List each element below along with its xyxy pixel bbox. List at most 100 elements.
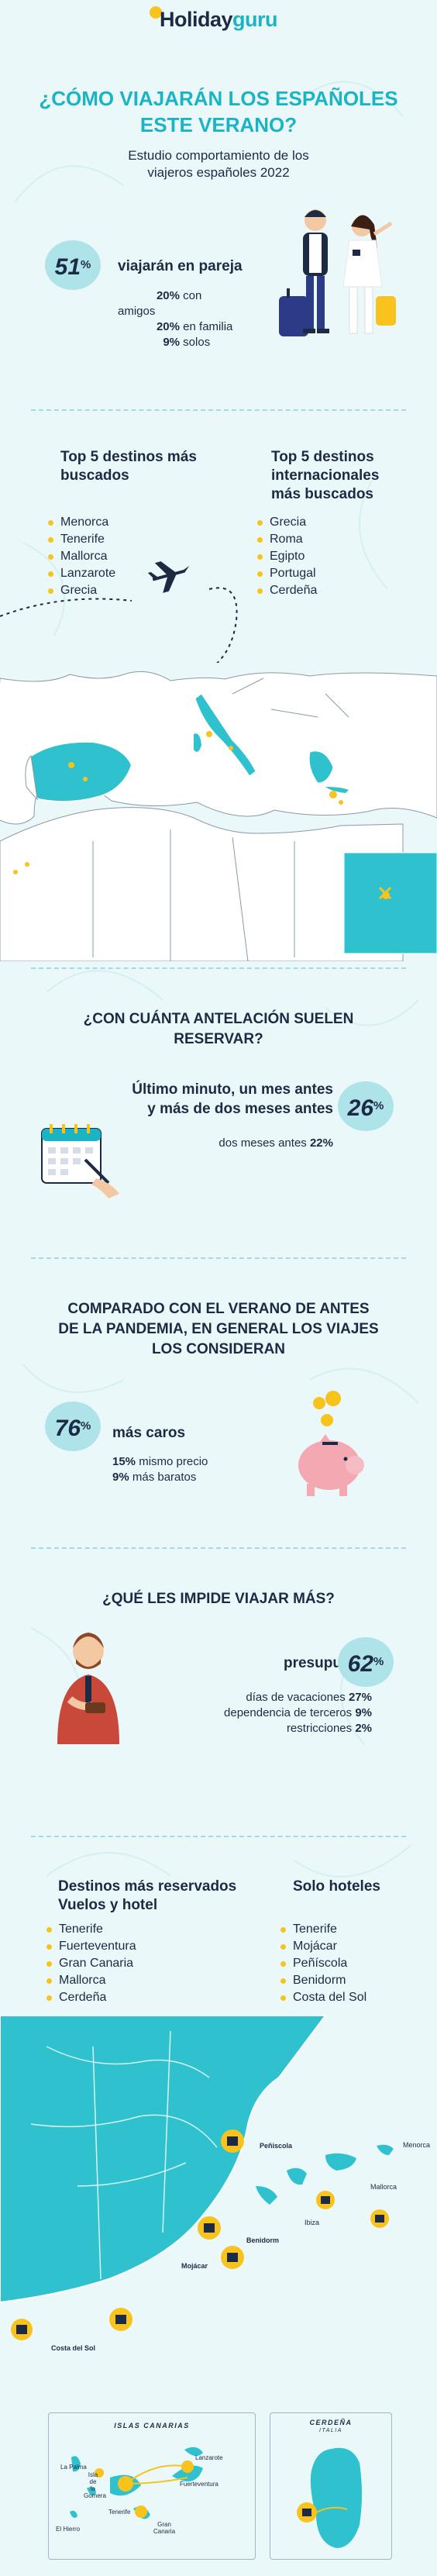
list-item: Grecia (256, 514, 317, 531)
canarias-label-gomera-line: la (90, 2485, 96, 2492)
national-title-line: Top 5 destinos más (60, 449, 197, 465)
impide-line-text: dependencia de terceros (224, 1706, 353, 1719)
impide-percent-bubble: 62% (338, 1637, 394, 1687)
impide-line-value: 27% (348, 1691, 372, 1704)
calendar-icon (41, 1124, 119, 1198)
canarias-label-gran-canaria-line: Gran (157, 2521, 171, 2528)
antelacion-title-line: ¿Con cuánta antelación suelen (83, 1011, 354, 1027)
antelacion-lead-line: y más de dos meses antes (147, 1101, 333, 1117)
impide-detail-list: días de vacaciones 27% dependencia de te… (155, 1690, 372, 1736)
canarias-label-gomera-line: Isla (88, 2471, 98, 2478)
pandemia-title-line: los consideran (151, 1341, 286, 1357)
list-item: Tenerife (45, 1921, 136, 1938)
list-item: Benidorm (279, 1972, 366, 1989)
logo[interactable]: Holidayguru (0, 8, 437, 32)
section-divider (31, 1836, 406, 1837)
pareja-line-value: 9% (163, 336, 180, 349)
canarias-label-lanzarote: Lanzarote (195, 2454, 223, 2461)
section-divider (31, 967, 406, 969)
map-label-mojacar: Mojácar (181, 2262, 208, 2270)
reservados-right-list: Tenerife Mojácar Peñíscola Benidorm Cost… (279, 1921, 366, 2006)
pandemia-line-value: 9% (112, 1471, 129, 1484)
canarias-label-gran-canaria: Gran Canaria (153, 2521, 175, 2535)
reservados-left-title-line: Vuelos y hotel (58, 1897, 158, 1913)
list-item: Cerdeña (45, 1989, 136, 2006)
travellers-illustration (279, 209, 396, 336)
cerdena-title: CERDEÑA (309, 2419, 353, 2426)
pareja-line-text: solos (183, 336, 211, 349)
antelacion-detail: dos meses antes 22% (186, 1136, 333, 1151)
section-divider (31, 1257, 406, 1259)
section-divider (31, 409, 406, 411)
businessman-wallet-illustration (57, 1633, 119, 1744)
pandemia-percent-sign: % (81, 1419, 91, 1433)
antelacion-percent-bubble: 26% (338, 1081, 394, 1131)
logo-part-holiday: Holiday (159, 8, 233, 31)
list-item: Costa del Sol (279, 1989, 366, 2006)
map-label-mallorca: Mallorca (370, 2183, 397, 2191)
europe-map (0, 663, 437, 961)
canarias-title: ISLAS CANARIAS (114, 2422, 190, 2429)
pareja-percent-value: 51 (54, 254, 81, 280)
impide-title: ¿Qué les impide viajar más? (102, 1591, 335, 1607)
national-title: Top 5 destinos más buscados (60, 448, 215, 485)
piggy-bank-icon (298, 1391, 364, 1496)
pandemia-lead: más caros (112, 1425, 186, 1441)
antelacion-title-line: reservar? (174, 1031, 263, 1047)
flight-route (0, 561, 238, 667)
impide-line-value: 2% (355, 1722, 372, 1735)
antelacion-percent-value: 26 (347, 1095, 374, 1121)
antelacion-lead-line: Último minuto, un mes antes (132, 1081, 333, 1098)
airplane-icon (147, 561, 190, 593)
national-title-line: buscados (60, 467, 129, 484)
canarias-label-la-palma: La Palma (60, 2464, 87, 2471)
map-markers (13, 731, 390, 899)
impide-line-value: 9% (355, 1706, 372, 1719)
pandemia-percent-bubble: 76% (45, 1402, 101, 1451)
list-item: Cerdeña (256, 582, 317, 599)
map-label-costa-del-sol: Costa del Sol (51, 2344, 96, 2352)
pareja-line-text: en familia (183, 320, 233, 333)
canarias-label-gomera-line: Gomera (84, 2492, 106, 2499)
page-title-line1: ¿Cómo viajarán los españoles (39, 87, 398, 110)
reservados-left-title: Destinos más reservados Vuelos y hotel (58, 1878, 244, 1915)
list-item: Tenerife (46, 531, 115, 548)
list-item: Egipto (256, 548, 317, 565)
antelacion-detail-value: 22% (309, 1136, 333, 1150)
page-title-line2: este verano? (139, 113, 298, 136)
impide-percent-value: 62 (347, 1651, 374, 1677)
pareja-line-text: con amigos (118, 289, 202, 318)
canarias-label-tenerife: Tenerife (108, 2509, 131, 2516)
canarias-label-gran-canaria-line: Canaria (153, 2528, 176, 2535)
spain-map (0, 2016, 394, 2340)
pandemia-title-line: de la pandemia, en general los viajes (58, 1321, 379, 1337)
antelacion-percent-sign: % (373, 1099, 384, 1112)
national-list: Menorca Tenerife Mallorca Lanzarote Grec… (46, 514, 115, 599)
list-item: Menorca (46, 514, 115, 531)
international-title-line: internacionales (271, 467, 380, 484)
pandemia-line-text: mismo precio (139, 1455, 208, 1468)
list-item: Fuerteventura (45, 1938, 136, 1955)
pandemia-title-line: Comparado con el verano de antes (67, 1301, 370, 1317)
section-divider (31, 1547, 406, 1549)
map-label-peniscola: Peñiscola (260, 2142, 293, 2150)
pandemia-detail-list: 15% mismo precio 9% más baratos (112, 1454, 208, 1485)
subtitle-line1: Estudio comportamiento de los (128, 148, 309, 163)
impide-percent-sign: % (373, 1655, 384, 1668)
pareja-detail-list: 20% con amigos 20% en familia 9% solos (118, 288, 234, 350)
list-item: Grecia (46, 582, 115, 599)
list-item: Mojácar (279, 1938, 366, 1955)
logo-part-guru: guru (232, 8, 278, 31)
antelacion-detail-text: dos meses antes (218, 1136, 307, 1150)
impide-line-text: restricciones (286, 1722, 353, 1735)
pandemia-line-text: más baratos (132, 1471, 197, 1484)
canarias-label-gomera-line: de (89, 2478, 97, 2485)
list-item: Peñíscola (279, 1955, 366, 1972)
list-item: Portugal (256, 565, 317, 582)
cerdena-subtitle: ITALIA (319, 2428, 342, 2433)
list-item: Roma (256, 531, 317, 548)
pandemia-percent-value: 76 (54, 1416, 81, 1441)
logo-sun-icon (150, 6, 162, 19)
canarias-inset (48, 2412, 256, 2560)
list-item: Mallorca (45, 1972, 136, 1989)
